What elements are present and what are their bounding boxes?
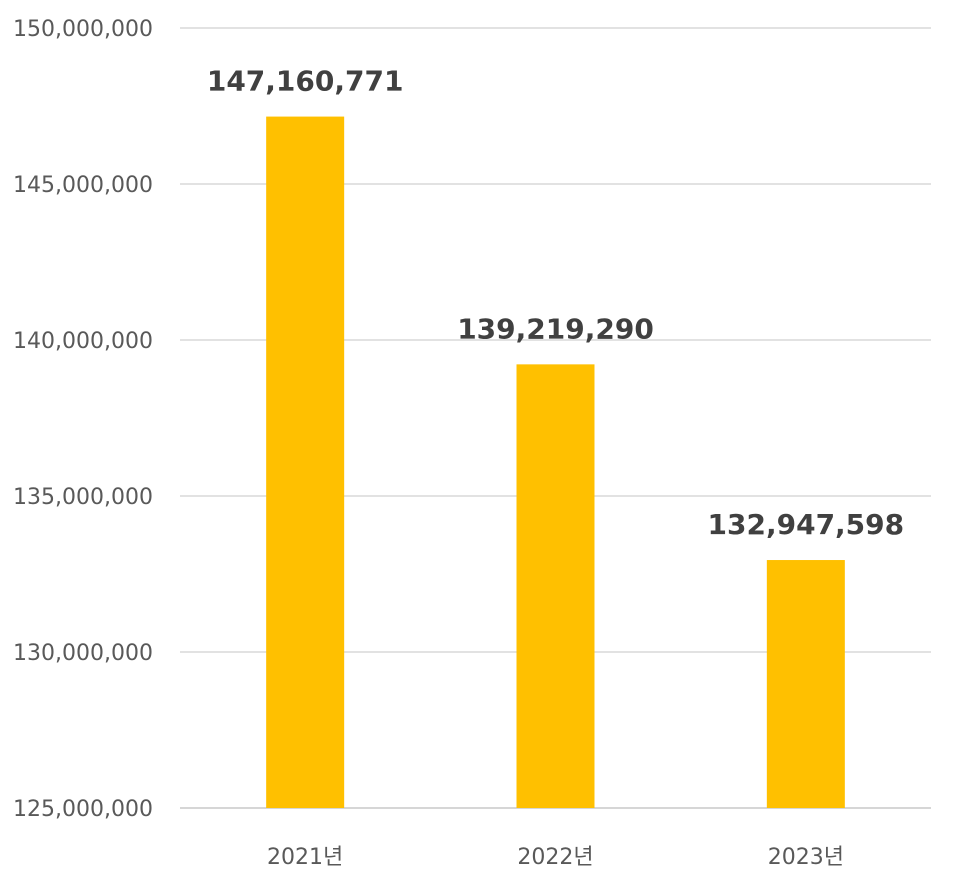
bars (266, 116, 845, 809)
y-tick-label: 135,000,000 (13, 485, 153, 510)
y-tick-label: 130,000,000 (13, 641, 153, 666)
bar (516, 364, 595, 808)
x-tick-label: 2023년 (768, 845, 844, 870)
y-tick-label: 125,000,000 (13, 797, 153, 822)
y-tick-label: 140,000,000 (13, 329, 153, 354)
y-tick-label: 150,000,000 (13, 17, 153, 42)
y-axis-ticks: 125,000,000 130,000,000 135,000,000 140,000… (13, 17, 153, 822)
data-label: 147,160,771 (207, 65, 404, 98)
data-label: 132,947,598 (708, 508, 905, 541)
x-axis-ticks: 2021년 2022년 2023년 (267, 845, 844, 870)
x-tick-label: 2021년 (267, 845, 343, 870)
x-tick-label: 2022년 (517, 845, 593, 870)
data-labels: 147,160,771 139,219,290 132,947,598 (207, 65, 904, 541)
y-tick-label: 145,000,000 (13, 173, 153, 198)
bar (266, 116, 345, 809)
data-label: 139,219,290 (457, 312, 654, 345)
bar (766, 560, 845, 808)
